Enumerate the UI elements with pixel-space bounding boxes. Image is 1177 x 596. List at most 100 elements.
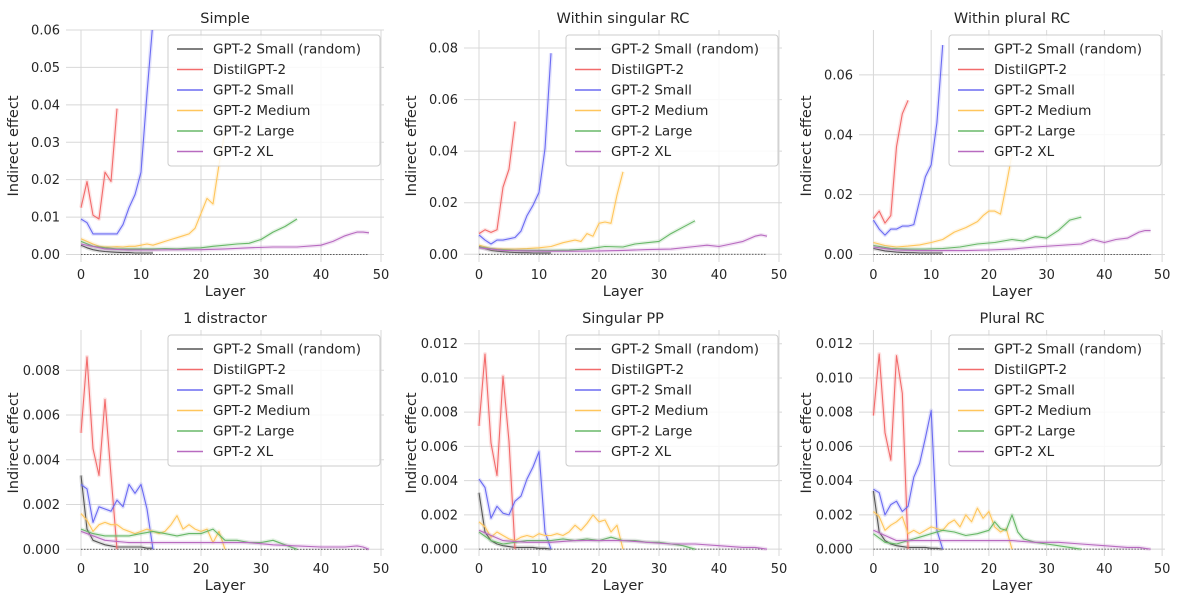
x-tick-label: 30 [1038, 268, 1055, 283]
legend-entry: DistilGPT-2 [213, 62, 286, 78]
series-group [477, 352, 768, 552]
series-line [478, 234, 768, 252]
legend-entry: GPT-2 XL [213, 444, 274, 460]
x-tick-label: 40 [711, 268, 728, 283]
legend-entry: GPT-2 Small [611, 83, 692, 99]
series-line [873, 230, 1151, 252]
y-axis-label: Indirect effect [6, 95, 22, 196]
legend-box [167, 334, 381, 467]
y-tick-label: 0.02 [31, 173, 60, 188]
x-tick-label: 0 [869, 562, 877, 577]
y-tick-label: 0.006 [421, 440, 458, 455]
x-axis-label: Layer [603, 578, 643, 594]
x-tick-label: 20 [981, 562, 998, 577]
legend-entry: GPT-2 Large [994, 124, 1075, 140]
y-axis-label: Indirect effect [799, 392, 815, 493]
series-group [477, 53, 768, 255]
legend-entry: GPT-2 Medium [213, 103, 310, 119]
chart-panel-3: 0 10 20 30 40 50 0.00 0.02 0.04 0.06 Within plural… [799, 11, 1170, 300]
y-tick-label: 0.002 [421, 508, 458, 523]
y-tick-label: 0.02 [824, 188, 853, 203]
y-tick-label: 0.03 [31, 136, 60, 151]
x-tick-label: 50 [373, 268, 390, 283]
x-tick-label: 30 [651, 562, 668, 577]
series-line [478, 353, 516, 550]
legend: GPT-2 Small (random) DistilGPT-2 GPT-2 Sma… [565, 34, 779, 167]
legend-box [167, 34, 381, 167]
legend: GPT-2 Small (random) DistilGPT-2 GPT-2 Sma… [948, 34, 1162, 167]
series-line [80, 30, 153, 235]
y-tick-label: 0.01 [31, 211, 60, 226]
chart-title: Simple [200, 11, 250, 27]
legend-entry: DistilGPT-2 [611, 62, 684, 78]
legend-entry: GPT-2 XL [611, 144, 672, 160]
series-group [79, 354, 370, 552]
legend-entry: DistilGPT-2 [994, 62, 1067, 78]
series-line [80, 528, 298, 550]
legend-entry: GPT-2 Large [994, 424, 1075, 440]
y-tick-label: 0.006 [816, 440, 853, 455]
legend-entry: GPT-2 XL [611, 444, 672, 460]
legend: GPT-2 Small (random) DistilGPT-2 GPT-2 Sma… [565, 334, 779, 467]
x-tick-label: 30 [1038, 562, 1055, 577]
series-line [478, 529, 768, 550]
x-tick-label: 10 [923, 562, 940, 577]
x-tick-label: 30 [253, 562, 270, 577]
y-tick-label: 0.010 [816, 371, 853, 386]
y-tick-label: 0.00 [31, 248, 60, 263]
series-line [80, 356, 118, 550]
legend-box [948, 334, 1162, 467]
legend: GPT-2 Small (random) DistilGPT-2 GPT-2 Sma… [167, 334, 381, 467]
legend-entry: GPT-2 Large [213, 424, 294, 440]
x-axis-label: Layer [992, 284, 1032, 300]
x-tick-label: 0 [475, 268, 483, 283]
legend-entry: GPT-2 Small (random) [994, 342, 1142, 358]
series-line [478, 451, 552, 550]
legend-entry: GPT-2 Large [213, 124, 294, 140]
x-tick-label: 20 [193, 268, 210, 283]
y-tick-label: 0.06 [31, 24, 60, 39]
x-tick-label: 30 [651, 268, 668, 283]
series-group [79, 30, 370, 255]
x-tick-label: 20 [591, 268, 608, 283]
chart-title: Plural RC [980, 311, 1045, 327]
y-tick-label: 0.000 [23, 543, 60, 558]
y-tick-label: 0.002 [23, 498, 60, 513]
x-axis-label: Layer [205, 578, 245, 594]
y-tick-label: 0.012 [816, 337, 853, 352]
legend-entry: GPT-2 Small [213, 383, 294, 399]
x-axis-label: Layer [603, 284, 643, 300]
y-axis-label: Indirect effect [404, 392, 420, 493]
series-line [873, 216, 1082, 250]
y-tick-label: 0.05 [31, 61, 60, 76]
series-line [873, 154, 1013, 248]
chart-title: Within singular RC [557, 11, 690, 27]
series-group [871, 44, 1151, 255]
legend-entry: GPT-2 Small (random) [213, 342, 361, 358]
legend-entry: GPT-2 Small (random) [213, 42, 361, 58]
legend-entry: GPT-2 Medium [994, 103, 1091, 119]
legend-entry: GPT-2 Small (random) [611, 342, 759, 358]
x-tick-label: 20 [981, 268, 998, 283]
series-line [80, 530, 370, 550]
x-axis-label: Layer [205, 284, 245, 300]
x-tick-label: 0 [77, 562, 85, 577]
x-tick-label: 50 [771, 268, 788, 283]
series-line [872, 353, 909, 550]
legend: GPT-2 Small (random) DistilGPT-2 GPT-2 Sma… [167, 34, 381, 167]
y-tick-label: 0.000 [421, 543, 458, 558]
x-tick-label: 20 [193, 562, 210, 577]
legend-box [948, 34, 1162, 167]
series-line [80, 483, 154, 550]
x-tick-label: 40 [313, 562, 330, 577]
chart-panel-5: 0 10 20 30 40 50 0.000 0.002 0.004 0.006 0.008 0.01… [404, 311, 787, 594]
y-axis-label: Indirect effect [799, 95, 815, 196]
chart-panel-1: 0 10 20 30 40 50 0.00 0.01 0.02 0.03 0.04 0.05 0.06 S… [6, 11, 389, 300]
chart-panel-4: 0 10 20 30 40 50 0.000 0.002 0.004 0.006 0.008 1 di… [6, 311, 389, 594]
x-tick-label: 10 [923, 268, 940, 283]
x-axis-label: Layer [992, 578, 1032, 594]
legend-entry: DistilGPT-2 [213, 362, 286, 378]
chart-title: 1 distractor [183, 311, 267, 327]
x-tick-label: 10 [531, 562, 548, 577]
